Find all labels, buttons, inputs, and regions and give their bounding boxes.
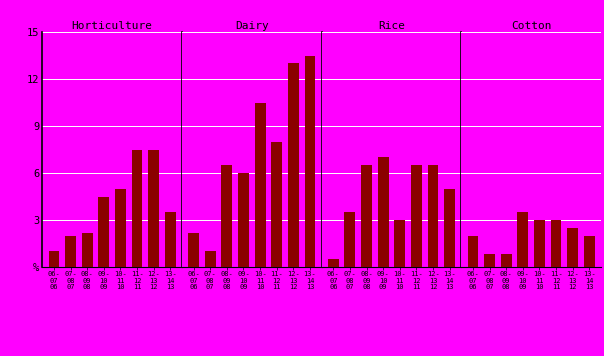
Bar xyxy=(98,197,109,267)
Bar xyxy=(65,236,76,267)
Bar xyxy=(115,189,126,267)
Bar xyxy=(222,165,233,267)
Bar xyxy=(188,232,199,267)
Bar xyxy=(48,251,59,267)
Bar xyxy=(534,220,545,267)
Bar xyxy=(484,255,495,267)
Bar xyxy=(394,220,405,267)
Title: Cotton: Cotton xyxy=(511,21,551,31)
Bar xyxy=(501,255,512,267)
Bar xyxy=(518,212,528,267)
Bar xyxy=(378,157,388,267)
Bar xyxy=(304,56,315,267)
Bar xyxy=(428,165,439,267)
Title: Rice: Rice xyxy=(378,21,405,31)
Bar xyxy=(551,220,562,267)
Bar xyxy=(411,165,422,267)
Bar xyxy=(328,259,339,267)
Bar xyxy=(255,103,266,267)
Bar xyxy=(271,142,282,267)
Bar xyxy=(149,150,159,267)
Bar xyxy=(445,189,455,267)
Bar xyxy=(344,212,355,267)
Bar xyxy=(567,228,578,267)
Bar xyxy=(165,212,176,267)
Title: Dairy: Dairy xyxy=(235,21,269,31)
Bar xyxy=(82,232,92,267)
Bar xyxy=(361,165,372,267)
Bar xyxy=(584,236,595,267)
Bar xyxy=(467,236,478,267)
Bar xyxy=(288,63,299,267)
Bar xyxy=(238,173,249,267)
Bar xyxy=(205,251,216,267)
Title: Horticulture: Horticulture xyxy=(72,21,153,31)
Bar xyxy=(132,150,143,267)
